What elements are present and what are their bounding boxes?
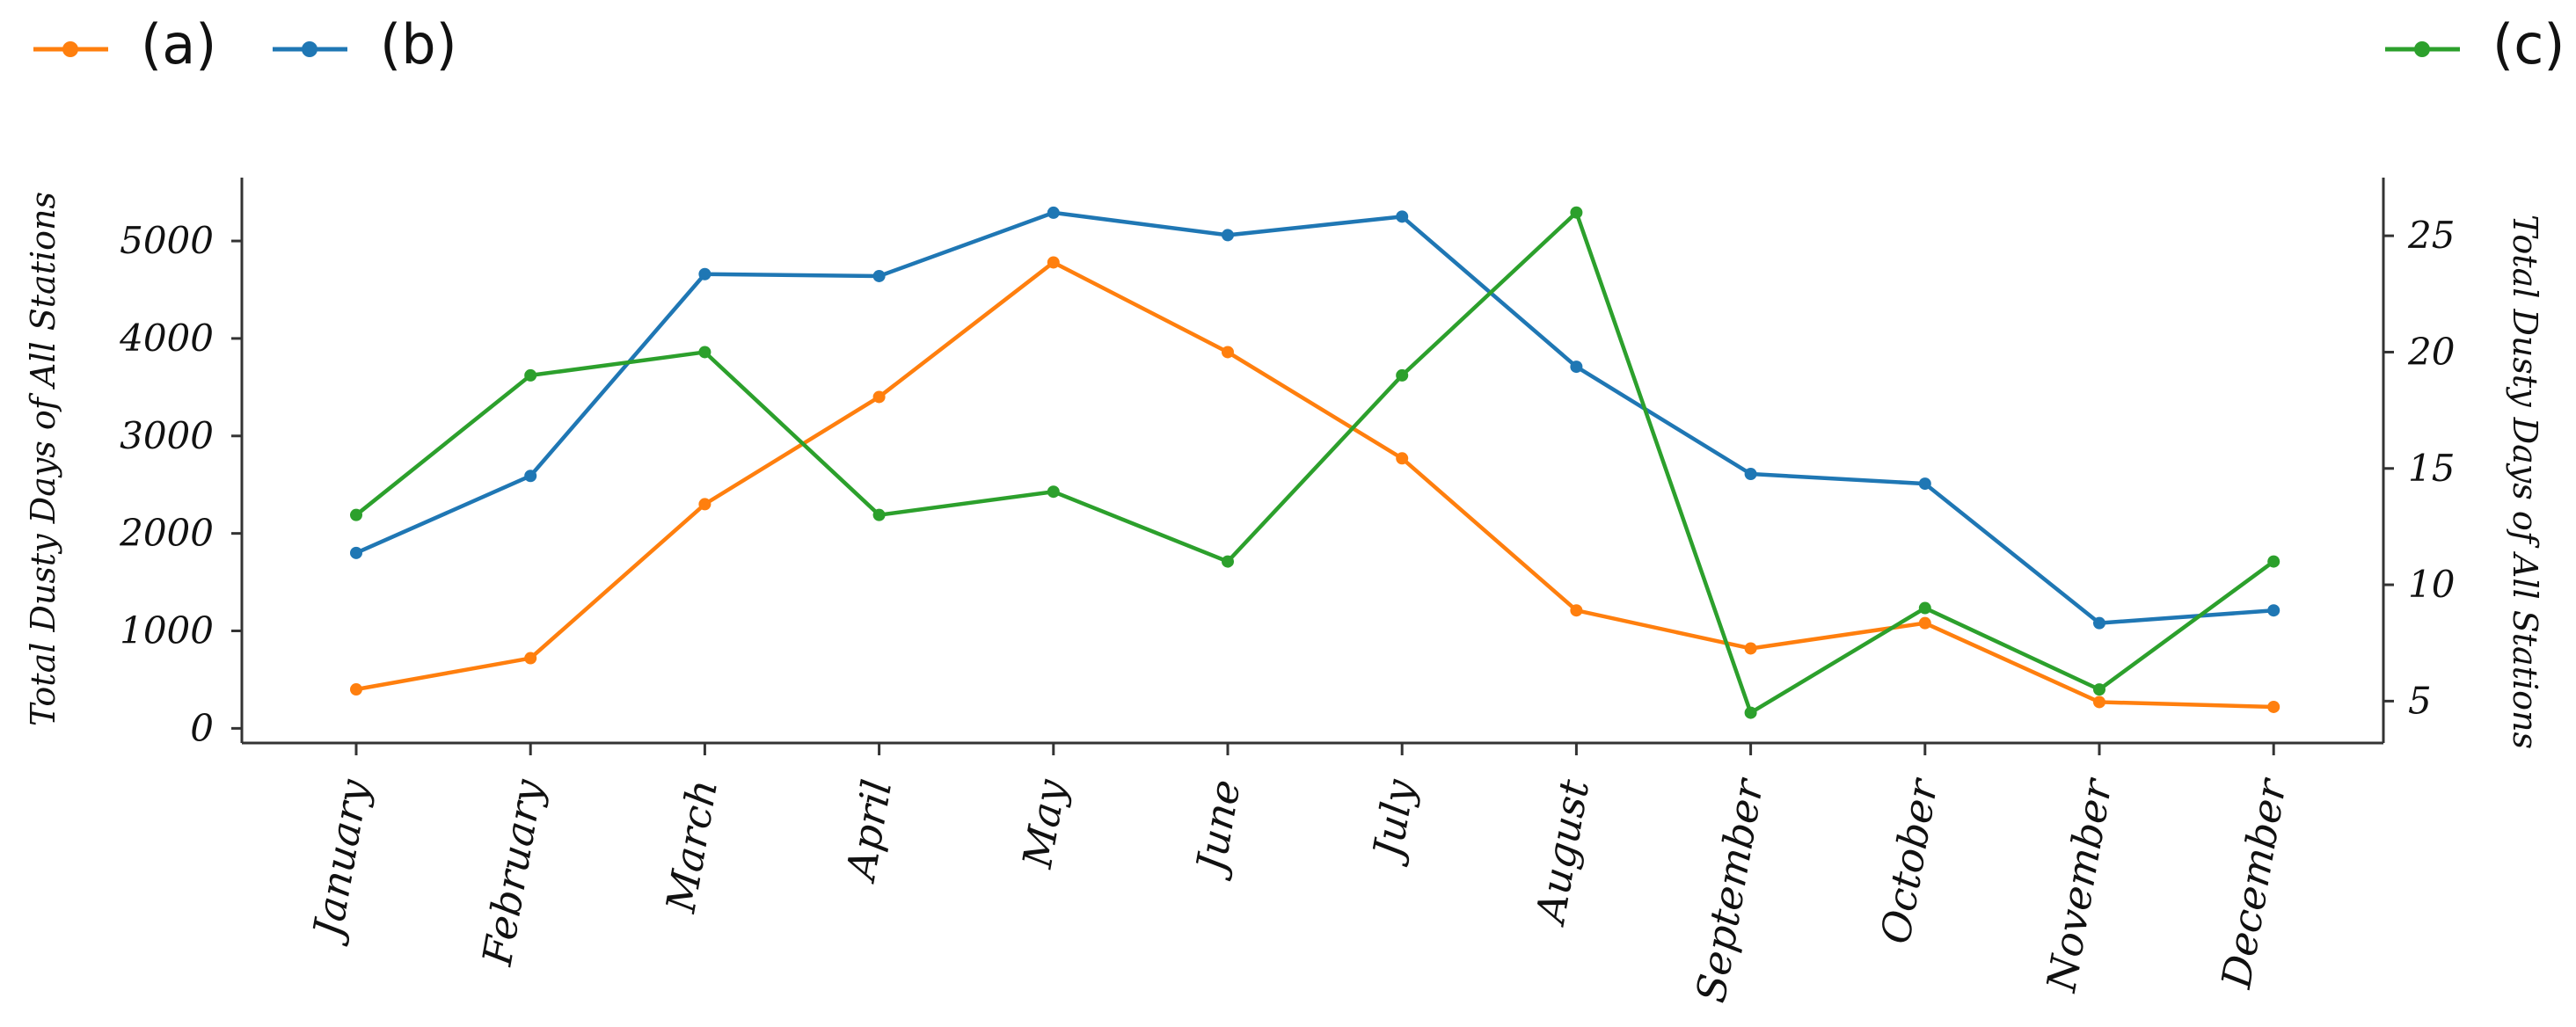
data-point: [1222, 555, 1234, 568]
data-point: [1222, 346, 1234, 359]
right-tick-label: 20: [2407, 330, 2455, 373]
data-point: [524, 652, 537, 665]
legend-label: (b): [380, 12, 457, 76]
x-tick-label: June: [1186, 776, 1250, 883]
data-point: [872, 390, 886, 404]
left-axis-title: Total Dusty Days of All Stations: [24, 192, 62, 726]
data-point: [2093, 616, 2105, 630]
data-point: [1744, 468, 1757, 481]
data-point: [1396, 368, 1409, 382]
x-tick-label: August: [1526, 776, 1598, 929]
series-line-1: [355, 260, 2274, 710]
series-line-2: [355, 210, 2274, 625]
legend-marker: [2414, 41, 2430, 57]
legend: (a) (b) (c): [33, 12, 2565, 76]
data-point: [524, 470, 537, 483]
axes: Total Dusty Days of All Stations Total D…: [24, 178, 2544, 749]
legend-label: (c): [2492, 12, 2565, 76]
data-point: [1396, 452, 1409, 465]
x-tick-label: January: [303, 776, 378, 948]
data-point: [2267, 700, 2280, 713]
left-tick-label: 5000: [120, 219, 214, 262]
data-point: [1047, 485, 1060, 499]
legend-marker: [302, 41, 317, 57]
data-point: [872, 508, 886, 521]
data-point: [2093, 696, 2105, 709]
x-tick-label: October: [1872, 774, 1947, 948]
left-tick-label: 4000: [119, 317, 214, 360]
data-point: [698, 346, 712, 359]
data-point: [350, 508, 362, 521]
legend-marker: [62, 41, 78, 57]
ticks: 0 1000 2000 3000 4000 5000 5 10 15 20 25 January Feb…: [119, 214, 2455, 1006]
data-point: [1918, 477, 1931, 491]
x-tick-label: September: [1687, 774, 1773, 1007]
series: [350, 206, 2280, 719]
x-tick-label: April: [836, 776, 901, 887]
data-point: [1570, 604, 1583, 617]
data-point: [1744, 642, 1757, 655]
data-point: [2267, 555, 2280, 568]
left-tick-label: 3000: [120, 414, 214, 457]
data-point: [1570, 361, 1583, 374]
data-point: [1047, 256, 1060, 269]
data-point: [1222, 229, 1234, 242]
right-tick-label: 10: [2408, 563, 2455, 606]
right-tick-label: 5: [2408, 679, 2432, 722]
data-point: [1918, 616, 1931, 630]
left-tick-label: 1000: [120, 609, 214, 652]
legend-label: (a): [141, 12, 216, 76]
data-point: [350, 546, 362, 559]
x-tick-label: November: [2037, 774, 2121, 996]
x-tick-label: May: [1013, 776, 1076, 872]
data-point: [1744, 706, 1757, 719]
data-point: [350, 683, 362, 696]
series-line-3: [354, 210, 2275, 715]
data-point: [2267, 604, 2280, 617]
data-point: [872, 269, 886, 282]
right-tick-label: 15: [2408, 447, 2455, 490]
right-tick-label: 25: [2407, 214, 2455, 257]
x-tick-label: December: [2212, 774, 2295, 993]
right-axis-title: Total Dusty Days of All Stations: [2506, 215, 2544, 749]
x-tick-label: March: [657, 776, 727, 917]
data-point: [698, 498, 712, 511]
data-point: [1918, 601, 1931, 615]
data-point: [2093, 683, 2105, 696]
data-point: [698, 267, 712, 280]
data-point: [1396, 210, 1409, 223]
x-tick-label: July: [1362, 776, 1424, 869]
x-tick-label: February: [473, 776, 553, 970]
left-tick-label: 0: [190, 706, 214, 749]
data-point: [1570, 206, 1583, 219]
left-tick-label: 2000: [119, 512, 214, 555]
data-point: [1047, 206, 1060, 219]
data-point: [524, 368, 537, 382]
